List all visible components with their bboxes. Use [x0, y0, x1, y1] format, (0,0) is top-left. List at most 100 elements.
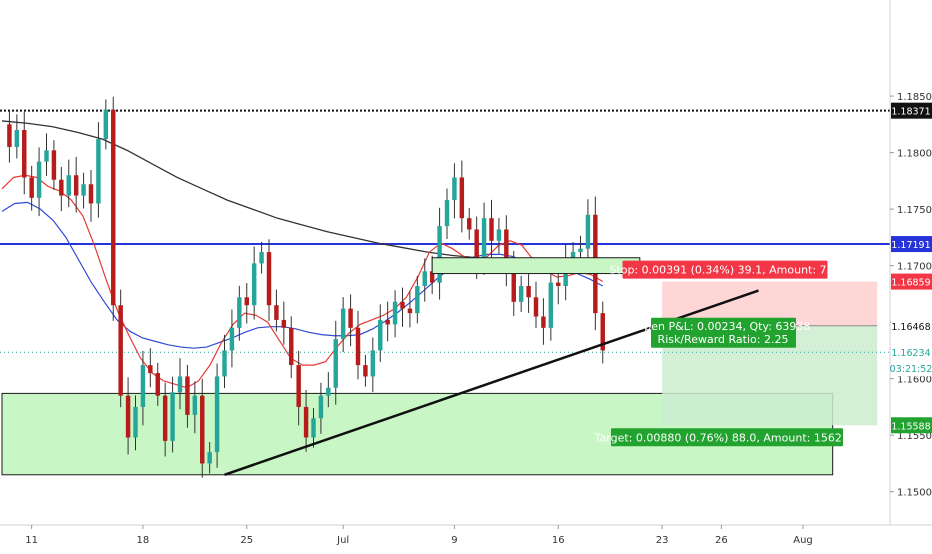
candle-bullish[interactable]: [14, 130, 20, 147]
candle-bullish[interactable]: [140, 365, 146, 407]
candle-bearish[interactable]: [125, 395, 131, 438]
candle-bullish[interactable]: [311, 418, 316, 438]
candle-bullish[interactable]: [66, 175, 71, 196]
candle-bullish[interactable]: [437, 226, 442, 283]
pnl-label[interactable]: Open P&L: 0.00234, Qty: 63938Risk/Reward…: [636, 317, 811, 348]
candle-bearish[interactable]: [533, 297, 539, 317]
candle-bearish[interactable]: [289, 327, 294, 366]
candle-bullish[interactable]: [44, 150, 49, 162]
candle-bearish[interactable]: [429, 271, 435, 283]
time-axis[interactable]: 11 18 25 Jul 9 16 23 26 Aug: [25, 525, 813, 546]
candle-bearish[interactable]: [400, 301, 405, 309]
candle-bullish[interactable]: [370, 350, 376, 377]
candle-bearish[interactable]: [467, 218, 472, 230]
candle-bearish[interactable]: [22, 130, 27, 178]
candle-bullish[interactable]: [222, 350, 227, 377]
entry-price-tag[interactable]: 1.16468: [891, 317, 932, 334]
candle-bullish[interactable]: [96, 139, 101, 204]
candle-bullish[interactable]: [229, 327, 235, 351]
candle-bearish[interactable]: [51, 150, 57, 180]
candle-bearish[interactable]: [29, 177, 34, 198]
candle-bearish[interactable]: [155, 373, 160, 396]
candle-bullish[interactable]: [578, 248, 583, 253]
pnl-label-bg: [651, 317, 796, 348]
candle-bearish[interactable]: [459, 177, 465, 219]
candle-bullish[interactable]: [318, 395, 324, 419]
candle-bullish[interactable]: [207, 452, 212, 464]
candle-bullish[interactable]: [548, 282, 554, 328]
candle-bearish[interactable]: [281, 319, 287, 328]
candle-bearish[interactable]: [244, 297, 249, 306]
candle-bullish[interactable]: [192, 395, 198, 415]
candle-bearish[interactable]: [200, 395, 205, 464]
last-price-tag[interactable]: 1.16234: [891, 344, 932, 361]
target-price-tag[interactable]: 1.15588: [891, 417, 932, 434]
candle-bearish[interactable]: [504, 229, 509, 268]
resistance-price-tag[interactable]: 1.18371: [891, 102, 932, 119]
candle-bearish[interactable]: [541, 316, 546, 328]
candle-bearish[interactable]: [407, 308, 413, 314]
candle-bearish[interactable]: [348, 308, 353, 328]
candle-bullish[interactable]: [326, 387, 331, 396]
candle-bearish[interactable]: [111, 109, 116, 306]
candle-bullish[interactable]: [378, 319, 383, 351]
candle-bullish[interactable]: [237, 297, 242, 328]
candle-bullish[interactable]: [518, 286, 524, 302]
countdown-bg: [891, 361, 932, 377]
candle-bullish[interactable]: [170, 392, 175, 441]
candle-bearish[interactable]: [385, 319, 390, 325]
candle-bearish[interactable]: [73, 175, 79, 196]
y-tick-label: 1.17000: [897, 262, 932, 273]
candle-bearish[interactable]: [274, 305, 279, 320]
candle-bullish[interactable]: [444, 200, 450, 227]
candle-bullish[interactable]: [481, 218, 487, 264]
candle-bearish[interactable]: [474, 229, 479, 264]
candle-bearish[interactable]: [600, 313, 605, 351]
candle-bearish[interactable]: [511, 267, 516, 302]
candle-bullish[interactable]: [422, 271, 427, 286]
candle-bearish[interactable]: [88, 184, 94, 204]
candle-bullish[interactable]: [133, 406, 138, 438]
candle-bearish[interactable]: [118, 305, 123, 396]
candle-bearish[interactable]: [303, 406, 309, 438]
candle-bullish[interactable]: [570, 252, 576, 260]
candle-bearish[interactable]: [526, 286, 531, 298]
ema-fast-line[interactable]: [1, 174, 604, 389]
candle-bearish[interactable]: [556, 282, 561, 286]
candle-bullish[interactable]: [81, 184, 86, 196]
pnl-label-text: Open P&L: 0.00234, Qty: 63938: [636, 320, 811, 333]
price-axis[interactable]: 1.185001.180001.175001.170001.165001.160…: [890, 92, 932, 499]
candle-bearish[interactable]: [355, 327, 361, 366]
y-tick-label: 1.17500: [897, 205, 932, 216]
candle-bullish[interactable]: [259, 252, 264, 264]
stop-label[interactable]: Stop: 0.00391 (0.34%) 39.1, Amount: 750: [609, 260, 841, 279]
ema-mid-line[interactable]: [1, 201, 604, 349]
candle-bullish[interactable]: [103, 109, 109, 140]
candle-bullish[interactable]: [340, 308, 346, 340]
support-price-tag[interactable]: 1.17191: [891, 236, 932, 253]
candle-bullish[interactable]: [177, 376, 183, 393]
candle-bullish[interactable]: [251, 263, 257, 306]
candle-bullish[interactable]: [585, 214, 591, 249]
target-label[interactable]: Target: 0.00880 (0.76%) 88.0, Amount: 15…: [594, 428, 860, 447]
candle-bearish[interactable]: [7, 124, 12, 147]
candle-bullish[interactable]: [496, 229, 502, 241]
candle-bearish[interactable]: [363, 365, 368, 377]
candle-bullish[interactable]: [452, 177, 457, 201]
candle-bullish[interactable]: [214, 376, 220, 453]
y-tick-label: 1.15000: [897, 488, 932, 499]
candle-bullish[interactable]: [333, 339, 338, 388]
candle-bearish[interactable]: [185, 376, 190, 415]
candle-bullish[interactable]: [392, 301, 398, 325]
candle-bearish[interactable]: [489, 218, 494, 241]
candle-bullish[interactable]: [415, 286, 420, 314]
candle-bearish[interactable]: [296, 365, 301, 407]
candle-bearish[interactable]: [266, 252, 272, 306]
candle-bearish[interactable]: [148, 365, 153, 374]
stop-price-tag[interactable]: 1.16859: [891, 273, 932, 290]
candle-bearish[interactable]: [59, 179, 64, 196]
candle-bearish[interactable]: [162, 395, 168, 441]
stop-price-tag-text: 1.16859: [891, 278, 930, 289]
candle-bullish[interactable]: [36, 161, 42, 198]
